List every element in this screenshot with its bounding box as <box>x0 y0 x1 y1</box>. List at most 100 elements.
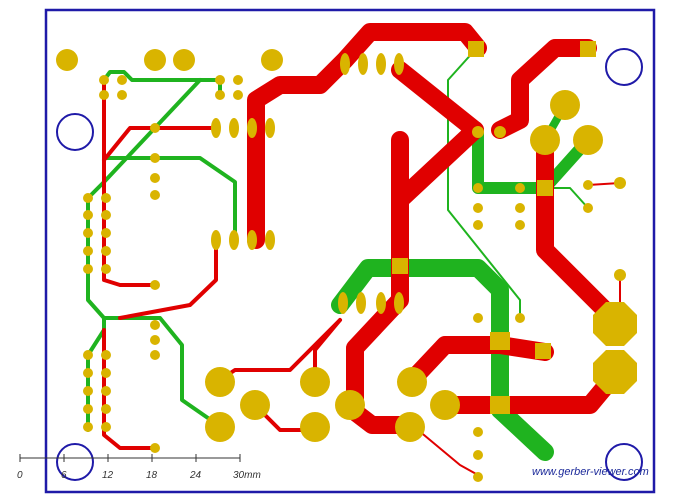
via-icon <box>83 368 93 378</box>
via-icon <box>101 368 111 378</box>
via-icon <box>215 90 225 100</box>
board-outline <box>44 8 656 494</box>
via-icon <box>150 190 160 200</box>
pad-icon <box>265 230 275 250</box>
red-wide-trace-top <box>247 23 487 139</box>
via-icon <box>515 220 525 230</box>
via-icon <box>473 203 483 213</box>
pad-icon <box>490 332 510 350</box>
pad-icon <box>395 412 425 442</box>
scale-label-12: 12 <box>102 470 114 481</box>
via-icon <box>83 386 93 396</box>
red-trace-vert-left <box>102 78 157 287</box>
pad-icon <box>394 292 404 314</box>
pad-icon <box>358 53 368 75</box>
pad-icon <box>356 292 366 314</box>
pads-layer <box>56 41 637 482</box>
red-trace-lower <box>102 328 157 450</box>
red-wide-trace-lower-right <box>403 336 554 389</box>
pad-icon <box>205 367 235 397</box>
pad-icon <box>593 350 637 394</box>
pad-icon <box>468 41 484 57</box>
pad-icon <box>490 396 510 414</box>
mount-hole-icon <box>56 443 94 481</box>
green-wide-trace-upper-right <box>472 126 594 194</box>
pad-icon <box>392 258 408 274</box>
via-icon <box>83 193 93 203</box>
via-icon <box>101 193 111 203</box>
via-icon <box>473 220 483 230</box>
via-icon <box>150 320 160 330</box>
pad-icon <box>340 53 350 75</box>
mount-hole-icon <box>56 113 94 151</box>
green-wide-trace-center <box>331 259 509 419</box>
pad-icon <box>338 292 348 314</box>
red-wide-trace-center-link <box>391 121 484 209</box>
via-icon <box>83 264 93 274</box>
via-icon <box>150 153 160 163</box>
via-icon <box>83 422 93 432</box>
via-icon <box>101 228 111 238</box>
pad-icon <box>593 302 637 346</box>
via-icon <box>101 246 111 256</box>
red-wide-trace-diag <box>391 61 484 139</box>
via-icon <box>583 203 593 213</box>
pad-icon <box>173 49 195 71</box>
via-icon <box>515 183 525 193</box>
via-icon <box>83 350 93 360</box>
pad-icon <box>335 390 365 420</box>
via-icon <box>515 313 525 323</box>
via-icon <box>473 313 483 323</box>
pad-icon <box>537 180 553 196</box>
pad-icon <box>376 292 386 314</box>
via-icon <box>233 75 243 85</box>
mount-hole-icon <box>605 443 643 481</box>
pad-icon <box>530 125 560 155</box>
pad-icon <box>211 118 221 138</box>
via-icon <box>117 90 127 100</box>
pad-icon <box>240 390 270 420</box>
watermark-text[interactable]: www.gerber-viewer.com <box>532 466 649 478</box>
scale-label-6: 6 <box>61 470 67 481</box>
via-icon <box>117 75 127 85</box>
scale-label-24: 24 <box>189 470 202 481</box>
pad-icon <box>229 118 239 138</box>
via-icon <box>494 126 506 138</box>
pad-icon <box>144 49 166 71</box>
via-icon <box>150 335 160 345</box>
via-icon <box>515 203 525 213</box>
via-icon <box>83 228 93 238</box>
green-wide-trace-bottom <box>491 401 554 461</box>
red-wide-trace-right-top <box>491 39 597 139</box>
red-trace-mid-to-bottom <box>118 238 218 320</box>
pad-icon <box>394 53 404 75</box>
red-trace-bottom-thin <box>411 424 479 476</box>
via-icon <box>583 180 593 190</box>
via-icon <box>614 269 626 281</box>
pad-icon <box>247 230 257 250</box>
scale-label-30mm: 30mm <box>233 470 261 481</box>
green-trace-mid-horiz <box>102 156 237 242</box>
red-wide-trace-right-down <box>536 131 624 329</box>
via-icon <box>101 210 111 220</box>
via-icon <box>99 75 109 85</box>
scale-label-0: 0 <box>17 470 23 481</box>
via-icon <box>215 75 225 85</box>
via-icon <box>473 427 483 437</box>
pad-icon <box>211 230 221 250</box>
pad-icon <box>247 118 257 138</box>
pad-icon <box>229 230 239 250</box>
via-icon <box>473 450 483 460</box>
pad-icon <box>261 49 283 71</box>
via-icon <box>150 280 160 290</box>
mount-holes <box>56 48 643 481</box>
via-icon <box>101 264 111 274</box>
scale-label-18: 18 <box>146 470 158 481</box>
scale-bar <box>19 454 241 462</box>
via-icon <box>83 404 93 414</box>
via-icon <box>83 246 93 256</box>
pad-icon <box>397 367 427 397</box>
via-icon <box>150 350 160 360</box>
pad-icon <box>550 90 580 120</box>
